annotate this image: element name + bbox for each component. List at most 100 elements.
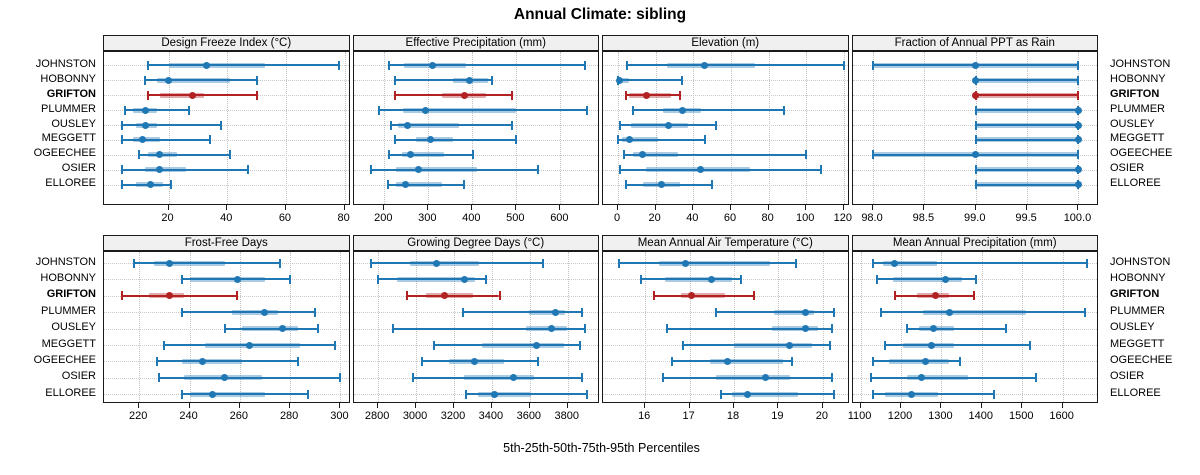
median-dot (681, 259, 689, 267)
percentile-whisker (121, 138, 210, 141)
iqr-band (425, 293, 473, 299)
median-dot (165, 259, 173, 267)
whisker-cap (832, 307, 835, 317)
panel-strip-label: Growing Degree Days (°C) (407, 237, 545, 249)
gridline-v (529, 252, 531, 402)
x-axis-tick (339, 403, 341, 408)
whisker-cap (485, 274, 488, 284)
iqr-band (403, 107, 517, 113)
whisker-cap (618, 165, 621, 175)
whisker-cap (155, 356, 158, 366)
x-axis-tick (1061, 403, 1063, 408)
gridline-v (1062, 252, 1064, 402)
gridline-v (453, 252, 455, 402)
site-label-right: ELLOREE (1110, 177, 1161, 190)
percentile-whisker (640, 278, 741, 281)
whisker-cap (180, 389, 183, 399)
median-dot (688, 292, 696, 300)
panel-plot (103, 51, 350, 205)
x-axis-tick (383, 205, 385, 210)
iqr-band (168, 62, 266, 68)
median-dot (917, 374, 925, 382)
x-axis-tick-label: 1300 (928, 410, 953, 422)
whisker-cap (208, 135, 211, 145)
iqr-band (145, 167, 187, 173)
percentile-whisker (872, 262, 1087, 264)
whisker-cap (805, 150, 808, 160)
percentile-whisker (370, 262, 544, 264)
whisker-cap (830, 373, 833, 383)
whisker-cap (138, 150, 141, 160)
site-label-right: OGEECHEE (1110, 147, 1173, 160)
iqr-band (398, 122, 460, 128)
whisker-cap (472, 150, 475, 160)
gridline-h (104, 184, 349, 186)
percentile-whisker (379, 109, 587, 112)
x-axis-tick-label: 3200 (440, 410, 466, 422)
x-axis-tick-label: 3800 (554, 410, 579, 422)
x-axis-tick-label: 18 (726, 410, 740, 422)
iqr-band (482, 342, 564, 348)
percentile-whisker (720, 393, 834, 396)
x-axis-tick-label: 260 (229, 410, 248, 422)
percentile-whisker (395, 79, 493, 82)
iqr-band (716, 375, 790, 381)
percentile-whisker (618, 138, 705, 141)
site-label-right: HOBONNY (1110, 72, 1166, 85)
x-axis-tick (427, 205, 429, 210)
whisker-cap (462, 307, 465, 317)
site-label-left: PLUMMER (40, 102, 96, 115)
median-dot (460, 275, 468, 283)
whisker-cap (583, 324, 586, 334)
percentile-whisker (156, 360, 298, 363)
median-dot (221, 374, 229, 382)
x-axis-tick (688, 403, 690, 408)
gridline-v (491, 252, 493, 402)
site-label-right: PLUMMER (1110, 102, 1166, 115)
percentile-whisker (975, 124, 1079, 127)
x-axis-tick-label: 80 (337, 212, 350, 224)
iqr-band (975, 122, 1079, 128)
whisker-cap (1077, 150, 1080, 160)
whisker-cap (392, 324, 395, 334)
site-label-left: GRIFTON (46, 87, 96, 100)
whisker-cap (1085, 258, 1088, 268)
median-dot (701, 61, 709, 69)
x-axis-tick-label: 0 (613, 212, 621, 224)
percentile-whisker (667, 327, 832, 330)
iqr-band (907, 375, 968, 381)
site-label-right: JOHNSTON (1110, 255, 1171, 268)
median-dot (233, 275, 241, 283)
x-axis-tick-label: 60 (278, 212, 292, 224)
gridline-v (618, 52, 620, 204)
median-dot (801, 325, 809, 333)
percentile-whisker (876, 278, 976, 281)
percentile-whisker (181, 311, 316, 314)
whisker-cap (405, 291, 408, 301)
x-axis-tick-label: 3000 (402, 410, 428, 422)
percentile-whisker (907, 327, 1007, 330)
whisker-cap (255, 90, 258, 100)
x-axis-tick-label: 20 (815, 410, 828, 422)
percentile-whisker (627, 64, 844, 67)
gridline-v (645, 252, 647, 402)
x-axis-tick (692, 205, 694, 210)
whisker-cap (639, 274, 642, 284)
x-axis-tick (777, 403, 779, 408)
whisker-cap (974, 120, 977, 130)
percentile-whisker (872, 360, 960, 363)
gridline-v (560, 52, 562, 204)
median-dot (156, 166, 164, 174)
percentile-whisker (975, 94, 1079, 97)
whisker-cap (1005, 324, 1008, 334)
gridline-v (778, 252, 780, 402)
site-label-left: HOBONNY (40, 72, 96, 85)
whisker-cap (583, 60, 586, 70)
whisker-cap (869, 373, 872, 383)
whisker-cap (163, 340, 166, 350)
whisker-cap (585, 389, 588, 399)
whisker-cap (670, 356, 673, 366)
whisker-cap (992, 389, 995, 399)
x-axis-tick (899, 403, 901, 408)
iqr-band (631, 122, 688, 128)
